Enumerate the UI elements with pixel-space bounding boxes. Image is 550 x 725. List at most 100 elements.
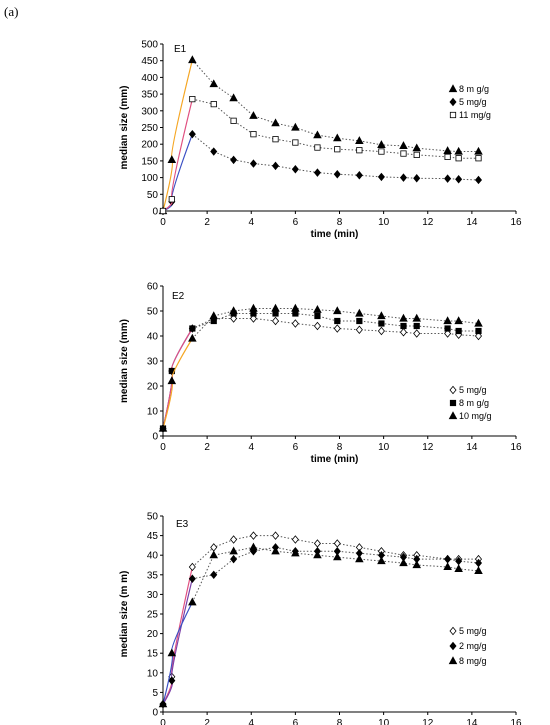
data-point <box>230 554 238 564</box>
chart-0: 0 50 100 150 200 250 300 350 400 450 500 0 2 4 6 8 10 12 1… <box>119 40 522 241</box>
data-point <box>210 317 217 325</box>
data-point <box>168 676 176 685</box>
data-point <box>167 648 177 657</box>
x-tick-label: 0 <box>160 442 166 453</box>
data-point <box>454 564 463 573</box>
data-point <box>413 322 420 330</box>
data-point <box>188 333 197 342</box>
x-tick-label: 10 <box>378 718 390 725</box>
y-tick-label: 450 <box>141 56 158 67</box>
data-point <box>189 96 196 103</box>
legend-marker <box>449 641 457 651</box>
data-point <box>313 321 321 331</box>
data-point <box>474 566 483 574</box>
legend-label: 2 mg/g <box>459 641 487 651</box>
x-axis-label: time (min) <box>311 454 359 465</box>
data-point <box>189 325 196 332</box>
data-point <box>292 139 299 146</box>
x-tick-label: 12 <box>422 442 434 453</box>
y-tick-label: 15 <box>147 649 159 660</box>
series-rise-line <box>162 601 193 705</box>
x-tick-label: 0 <box>160 217 166 228</box>
data-point <box>378 148 385 155</box>
data-point <box>158 423 168 432</box>
data-point <box>444 174 452 183</box>
data-point <box>334 146 341 153</box>
data-point <box>230 155 238 165</box>
data-point <box>377 311 386 320</box>
y-tick-label: 45 <box>147 531 159 542</box>
x-tick-label: 6 <box>293 718 299 725</box>
data-point <box>209 311 219 320</box>
panel-letter: (a) <box>4 4 19 19</box>
data-point <box>474 331 483 341</box>
data-point <box>250 131 257 138</box>
data-point <box>188 597 197 606</box>
data-point <box>412 560 421 569</box>
series-decay-line <box>192 546 479 580</box>
x-tick-label: 4 <box>248 217 254 228</box>
data-point <box>271 316 280 326</box>
y-tick-label: 250 <box>141 123 158 134</box>
legend-label: 8 mg/g <box>459 656 487 666</box>
series-decay-line <box>191 546 479 603</box>
data-point <box>158 699 168 708</box>
data-point <box>313 168 321 177</box>
data-point <box>167 155 177 163</box>
x-tick-label: 8 <box>337 217 343 228</box>
x-tick-label: 14 <box>466 718 478 725</box>
data-point <box>313 305 322 313</box>
series-0 <box>159 531 483 709</box>
data-point <box>413 151 420 158</box>
x-tick-label: 10 <box>378 217 390 228</box>
data-point <box>378 320 385 327</box>
x-tick-label: 2 <box>204 718 210 725</box>
data-point <box>455 327 462 335</box>
legend-marker <box>449 97 457 107</box>
data-point <box>188 562 196 572</box>
legend-marker <box>449 111 457 119</box>
data-point <box>229 546 238 555</box>
y-tick-label: 60 <box>147 282 159 293</box>
y-tick-label: 50 <box>147 512 159 523</box>
y-axis-label: median size (mm) <box>119 319 130 403</box>
data-point <box>400 150 407 157</box>
legend: 8 m g/g 5 mg/g 11 mg/g <box>448 84 491 120</box>
data-point <box>272 136 279 143</box>
series-1 <box>159 310 482 432</box>
data-point <box>271 118 280 127</box>
data-point <box>333 552 342 561</box>
legend-label: 5 mg/g <box>459 385 487 395</box>
data-point <box>188 574 196 583</box>
legend-label: 8 m g/g <box>459 84 489 94</box>
data-point <box>444 554 452 564</box>
data-point <box>188 129 196 139</box>
y-tick-label: 50 <box>147 307 159 318</box>
data-point <box>210 570 218 580</box>
data-point <box>355 171 363 180</box>
data-point <box>188 55 197 64</box>
data-point <box>291 165 299 174</box>
y-tick-label: 0 <box>152 708 158 719</box>
x-tick-label: 0 <box>160 718 166 725</box>
data-point <box>209 79 219 88</box>
data-point <box>377 172 385 182</box>
data-point <box>313 539 321 548</box>
data-point <box>291 303 300 312</box>
y-tick-label: 5 <box>152 688 158 699</box>
series-2 <box>158 542 483 708</box>
y-tick-label: 200 <box>141 140 158 151</box>
data-point <box>230 535 238 544</box>
data-point <box>399 313 408 322</box>
y-tick-label: 40 <box>147 332 159 343</box>
data-point <box>356 317 363 325</box>
legend-marker <box>448 84 458 93</box>
legend-label: 10 mg/g <box>459 411 492 421</box>
data-point <box>271 303 280 312</box>
data-point <box>249 303 258 312</box>
data-point <box>249 314 257 323</box>
data-point <box>377 326 385 336</box>
data-point <box>377 556 386 565</box>
data-point <box>249 542 258 551</box>
